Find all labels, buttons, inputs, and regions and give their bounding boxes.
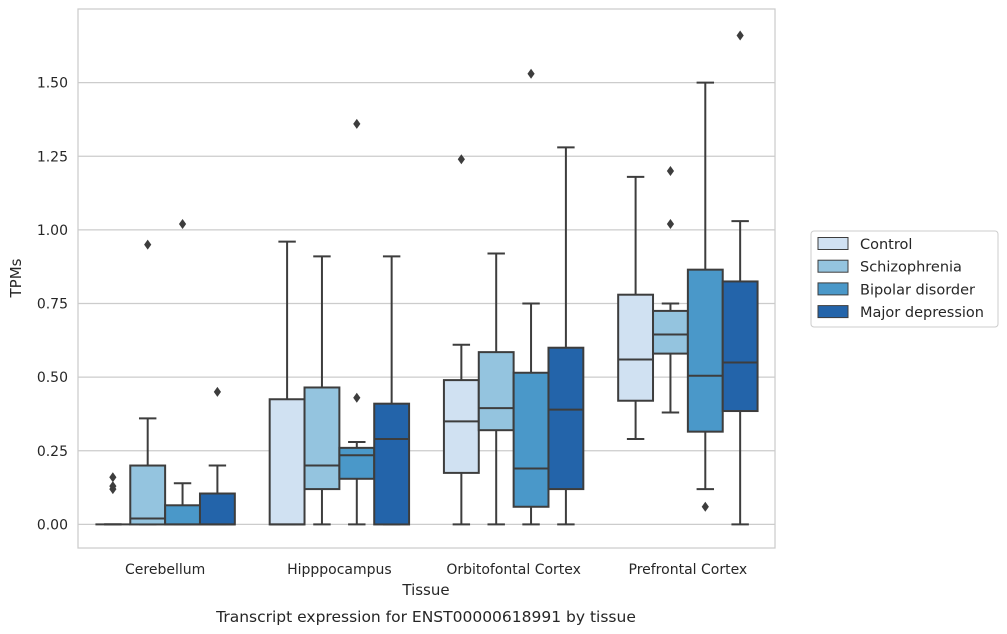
series-bipolar-disorder [164, 68, 724, 526]
box-body [686, 268, 724, 433]
box-group [303, 255, 341, 526]
y-tick-label: 0.00 [37, 517, 68, 533]
box-body [164, 504, 201, 526]
x-tick-label: Orbitofontal Cortex [446, 562, 581, 578]
y-tick-label: 0.25 [37, 444, 68, 460]
outlier-point [213, 386, 221, 397]
plot-frame [77, 8, 776, 549]
outlier-point [109, 472, 117, 483]
y-axis-title: TPMs [7, 258, 25, 298]
outlier-point [353, 118, 361, 129]
y-tick-label: 1.50 [37, 76, 68, 92]
box-group [547, 146, 585, 526]
chart-caption: Transcript expression for ENST0000061899… [215, 608, 636, 626]
box-group [129, 239, 167, 526]
x-tick-label: Cerebellum [125, 562, 205, 578]
legend: Control Schizophrenia Bipolar disorder Majo… [810, 230, 999, 328]
legend-swatch [817, 237, 849, 250]
box-body [373, 402, 411, 526]
x-axis-title: Tissue [401, 581, 449, 599]
box-group [512, 68, 550, 526]
x-tick-label: Prefrontal Cortex [629, 562, 748, 578]
box-group [198, 386, 236, 526]
box-body [547, 346, 585, 491]
box-body [303, 386, 341, 491]
box-group [652, 165, 689, 414]
y-gridlines [78, 82, 775, 526]
outlier-point [736, 30, 744, 41]
outlier-point [666, 165, 675, 176]
box-group [373, 255, 411, 526]
box-group [617, 175, 655, 441]
box-group [338, 118, 376, 526]
x-tick-label: Hipppocampus [287, 562, 392, 578]
legend-swatch [817, 282, 849, 296]
box-body [442, 379, 480, 474]
box-group [164, 219, 201, 526]
outlier-point [666, 219, 675, 230]
legend-items: Control Schizophrenia Bipolar disorder Majo… [817, 237, 984, 321]
outlier-point [144, 239, 152, 250]
y-tick-label: 1.25 [37, 149, 68, 165]
legend-swatch [817, 305, 849, 319]
legend-frame [810, 230, 999, 328]
series-schizophrenia [129, 165, 689, 526]
legend-label: Bipolar disorder [860, 282, 975, 298]
legend-label: Schizophrenia [860, 260, 962, 276]
box-group [686, 81, 724, 512]
box-body [617, 293, 655, 402]
box-body [512, 371, 550, 508]
outlier-point [527, 68, 535, 79]
y-axis-ticks: 0.00 0.25 0.50 0.75 1.00 1.25 1.50 [37, 76, 68, 534]
box-body [477, 351, 515, 432]
box-body [721, 280, 759, 413]
outlier-point [178, 219, 187, 230]
y-tick-label: 0.50 [37, 370, 68, 386]
box-group [95, 472, 131, 526]
box-group [442, 154, 480, 526]
box-body [129, 464, 167, 526]
box-group [268, 240, 306, 526]
legend-label: Control [860, 237, 912, 253]
box-plot-series [95, 30, 759, 526]
box-group [721, 30, 759, 526]
series-major-depression [198, 30, 759, 526]
x-axis-ticks: Cerebellum Hipppocampus Orbitofontal Corte… [125, 562, 747, 578]
outlier-point [353, 392, 361, 403]
box-body [338, 446, 376, 480]
box-body [198, 492, 236, 526]
legend-swatch [817, 259, 849, 273]
box-body [652, 309, 689, 355]
series-control [95, 154, 655, 526]
box-group [477, 252, 515, 526]
legend-label: Major depression [860, 305, 984, 321]
outlier-point [701, 501, 709, 512]
y-tick-label: 0.75 [37, 297, 68, 313]
y-tick-label: 1.00 [37, 223, 68, 239]
outlier-point [109, 484, 117, 495]
box-body [268, 398, 306, 526]
outlier-point [457, 154, 465, 165]
